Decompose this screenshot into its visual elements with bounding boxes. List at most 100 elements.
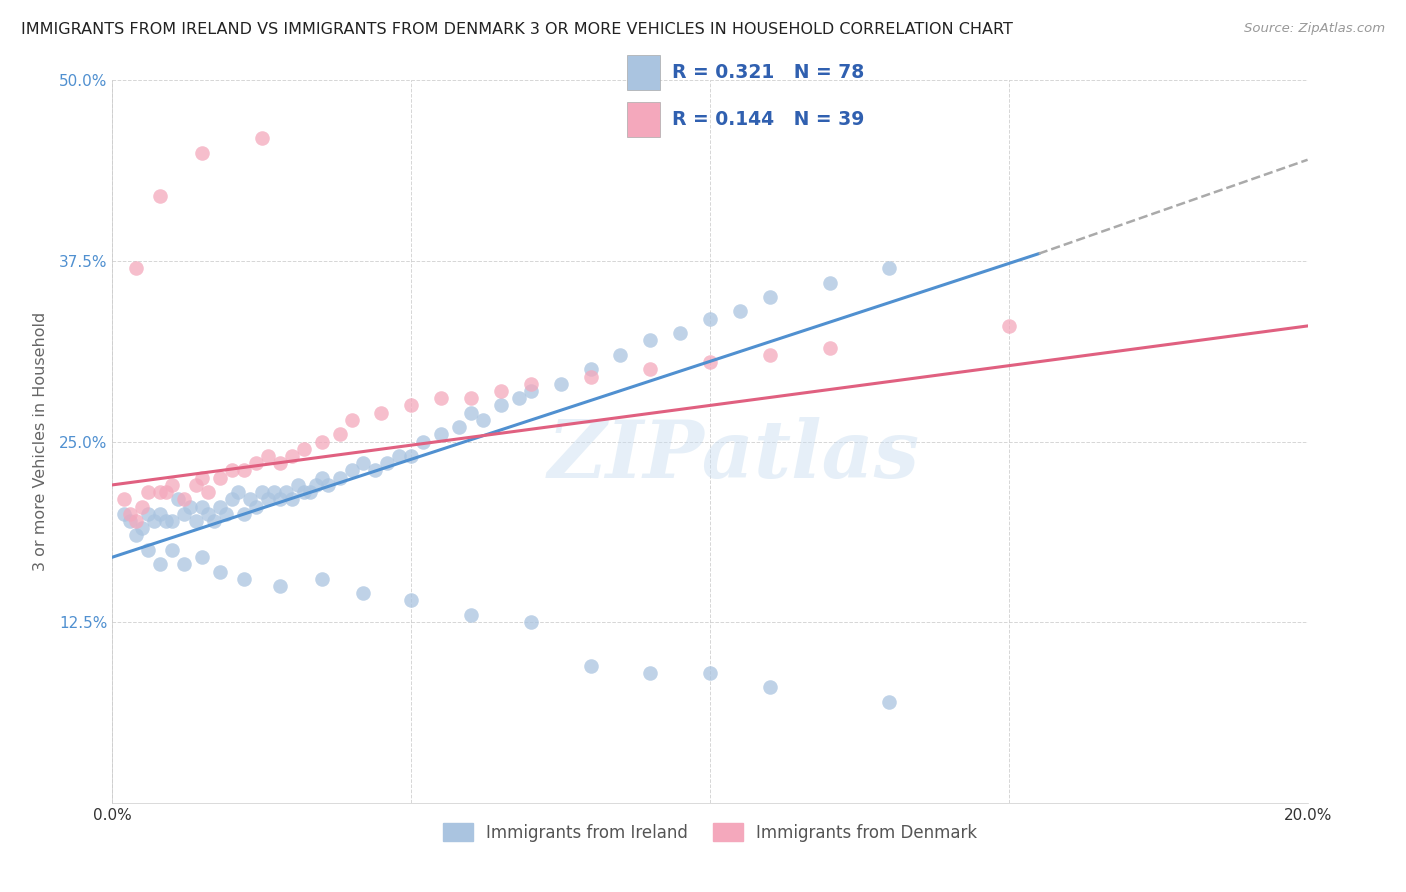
Point — [579, 369, 602, 384]
Point — [202, 514, 225, 528]
Text: ZIPatlas: ZIPatlas — [548, 417, 920, 495]
Point — [197, 507, 219, 521]
Point — [364, 463, 387, 477]
Point — [818, 341, 841, 355]
Point — [162, 542, 183, 557]
Point — [699, 311, 721, 326]
Point — [245, 500, 267, 514]
Point — [274, 485, 297, 500]
Point — [221, 492, 243, 507]
Point — [179, 500, 201, 514]
Point — [131, 500, 153, 514]
Point — [520, 376, 543, 391]
Point — [370, 406, 392, 420]
Point — [245, 456, 267, 470]
Point — [879, 695, 901, 709]
Point — [609, 348, 631, 362]
Point — [311, 434, 333, 449]
Point — [759, 290, 782, 304]
Point — [155, 485, 177, 500]
Point — [460, 607, 482, 622]
Point — [818, 276, 841, 290]
Point — [191, 145, 214, 160]
Point — [305, 478, 328, 492]
Point — [162, 514, 183, 528]
Point — [401, 398, 423, 412]
Point — [472, 413, 495, 427]
Point — [292, 485, 315, 500]
Point — [550, 376, 572, 391]
Point — [460, 406, 482, 420]
Point — [149, 507, 172, 521]
Point — [298, 485, 321, 500]
Point — [155, 514, 177, 528]
Point — [340, 463, 363, 477]
Point — [125, 514, 148, 528]
Point — [287, 478, 309, 492]
Point — [430, 391, 453, 405]
Point — [125, 528, 148, 542]
Point — [120, 514, 142, 528]
Point — [728, 304, 751, 318]
Point — [149, 189, 172, 203]
Point — [149, 558, 172, 572]
Point — [281, 492, 304, 507]
Point — [759, 680, 782, 694]
Point — [226, 485, 249, 500]
Point — [699, 355, 721, 369]
Point — [269, 579, 291, 593]
Point — [669, 326, 692, 340]
Point — [191, 550, 214, 565]
Point — [149, 485, 172, 500]
Point — [699, 665, 721, 680]
Point — [138, 507, 160, 521]
Point — [640, 665, 662, 680]
Point — [759, 348, 782, 362]
Point — [292, 442, 315, 456]
Point — [173, 558, 195, 572]
Point — [430, 427, 453, 442]
Point — [114, 492, 135, 507]
Point — [377, 456, 399, 470]
Point — [143, 514, 166, 528]
Point — [998, 318, 1021, 333]
Point — [209, 470, 232, 484]
Point — [114, 507, 135, 521]
Point — [263, 485, 285, 500]
Point — [191, 470, 214, 484]
Point — [316, 478, 339, 492]
Point — [579, 362, 602, 376]
Point — [489, 398, 512, 412]
Point — [401, 449, 423, 463]
Point — [489, 384, 512, 398]
Point — [520, 384, 543, 398]
Point — [520, 615, 543, 630]
Text: IMMIGRANTS FROM IRELAND VS IMMIGRANTS FROM DENMARK 3 OR MORE VEHICLES IN HOUSEHO: IMMIGRANTS FROM IRELAND VS IMMIGRANTS FR… — [21, 22, 1012, 37]
Legend: Immigrants from Ireland, Immigrants from Denmark: Immigrants from Ireland, Immigrants from… — [436, 817, 984, 848]
Point — [209, 500, 232, 514]
Text: R = 0.321   N = 78: R = 0.321 N = 78 — [672, 62, 865, 82]
Point — [257, 492, 280, 507]
Point — [186, 514, 208, 528]
Text: Source: ZipAtlas.com: Source: ZipAtlas.com — [1244, 22, 1385, 36]
Point — [221, 463, 243, 477]
Y-axis label: 3 or more Vehicles in Household: 3 or more Vehicles in Household — [32, 312, 48, 571]
Point — [329, 470, 352, 484]
Point — [215, 507, 238, 521]
Point — [401, 593, 423, 607]
Point — [879, 261, 901, 276]
FancyBboxPatch shape — [627, 55, 659, 90]
Point — [120, 507, 142, 521]
Point — [167, 492, 190, 507]
Point — [191, 500, 214, 514]
Point — [353, 586, 375, 600]
Point — [353, 456, 375, 470]
Point — [311, 572, 333, 586]
Point — [233, 507, 256, 521]
Point — [138, 485, 160, 500]
FancyBboxPatch shape — [627, 102, 659, 137]
Text: R = 0.144   N = 39: R = 0.144 N = 39 — [672, 110, 865, 129]
Point — [640, 362, 662, 376]
Point — [460, 391, 482, 405]
Point — [281, 449, 304, 463]
